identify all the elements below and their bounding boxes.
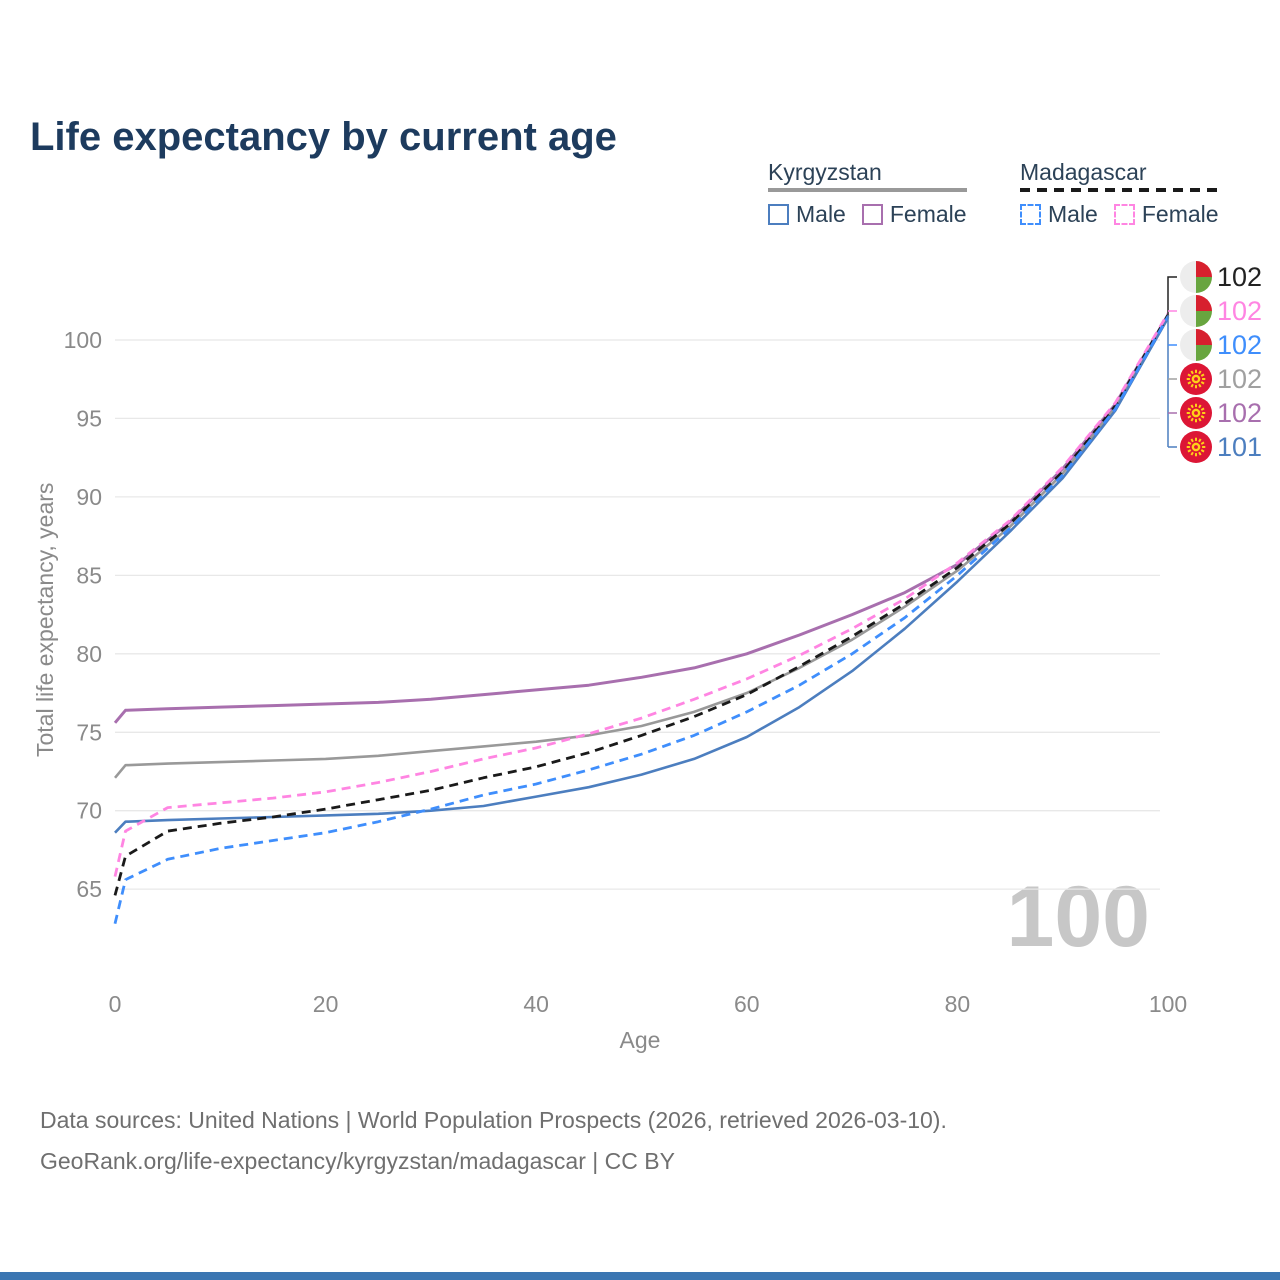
series-line-madagascar-total [113, 314, 1170, 896]
legend-title-kyrgyzstan: Kyrgyzstan [768, 159, 882, 185]
madagascar-flag-icon [1180, 329, 1212, 361]
end-label-madagascar-total: 102 [1217, 262, 1262, 292]
legend-label: Male [1048, 201, 1098, 228]
y-tick-label: 70 [76, 798, 102, 824]
y-tick-label: 85 [76, 562, 102, 588]
end-label-kyrgyzstan-total: 102 [1217, 364, 1262, 394]
end-label-kyrgyzstan-female: 102 [1217, 398, 1262, 428]
life-expectancy-chart: 65 70 75 80 85 90 95 100 0 20 40 60 80 100 102 102 102 10… [64, 261, 1262, 1017]
madagascar-flag-icon [1180, 295, 1212, 327]
legend-group-kyrgyzstan: Kyrgyzstan Male Female [768, 159, 967, 228]
attribution-line: GeoRank.org/life-expectancy/kyrgyzstan/m… [40, 1148, 675, 1175]
legend-underline-kyrgyzstan [768, 188, 967, 193]
leader-line-top [1167, 276, 1177, 315]
legend-underline-madagascar [1020, 188, 1219, 193]
series-line-kyrgyzstan-female [113, 314, 1170, 724]
kyrgyzstan-flag-icon [1180, 431, 1212, 463]
legend-item-kyrgyzstan-male[interactable]: Male [768, 201, 846, 228]
legend-items-madagascar: Male Female [1020, 201, 1219, 228]
y-tick-label: 90 [76, 484, 102, 510]
madagascar-female-swatch-icon [1113, 204, 1135, 226]
legend-item-madagascar-female[interactable]: Female [1113, 201, 1219, 228]
x-tick-label: 80 [945, 991, 971, 1017]
madagascar-flag-icon [1180, 261, 1212, 293]
footer: Data sources: United Nations | World Pop… [40, 1100, 947, 1183]
legend-label: Male [796, 201, 846, 228]
x-tick-label: 100 [1149, 991, 1187, 1017]
legend-group-madagascar: Madagascar Male Female [1020, 159, 1219, 228]
end-label-madagascar-male: 102 [1217, 330, 1262, 360]
series-line-kyrgyzstan-total [114, 315, 1170, 779]
series-line-madagascar-male [113, 315, 1170, 925]
series-line-madagascar-female [113, 312, 1170, 877]
y-tick-label: 65 [76, 876, 102, 902]
x-tick-label: 20 [313, 991, 339, 1017]
kyrgyzstan-male-swatch-icon [768, 204, 789, 226]
legend-label: Female [1141, 201, 1219, 228]
x-tick-label: 40 [523, 991, 549, 1017]
series-line-kyrgyzstan-male [114, 317, 1170, 834]
kyrgyzstan-flag-icon [1180, 397, 1212, 429]
legend-items-kyrgyzstan: Male Female [768, 201, 967, 228]
data-sources-line: Data sources: United Nations | World Pop… [40, 1107, 947, 1133]
legend-label: Female [889, 201, 967, 228]
madagascar-male-swatch-icon [1020, 204, 1041, 226]
y-tick-label: 100 [64, 327, 102, 353]
legend-item-kyrgyzstan-female[interactable]: Female [861, 201, 967, 228]
kyrgyzstan-flag-icon [1180, 363, 1212, 395]
legend-title-madagascar: Madagascar [1020, 159, 1147, 185]
bottom-accent-bar [0, 1272, 1280, 1280]
legend-item-madagascar-male[interactable]: Male [1020, 201, 1098, 228]
x-axis-title: Age [619, 1027, 661, 1053]
y-tick-label: 80 [76, 641, 102, 667]
y-tick-label: 75 [76, 719, 102, 745]
current-age-watermark: 100 [1006, 869, 1151, 965]
kyrgyzstan-female-swatch-icon [861, 204, 883, 226]
x-tick-label: 0 [109, 991, 122, 1017]
page-title: Life expectancy by current age [30, 114, 617, 159]
x-tick-label: 60 [734, 991, 760, 1017]
end-label-madagascar-female: 102 [1217, 296, 1262, 326]
end-label-kyrgyzstan-male: 101 [1217, 432, 1262, 462]
y-tick-label: 95 [76, 405, 102, 431]
